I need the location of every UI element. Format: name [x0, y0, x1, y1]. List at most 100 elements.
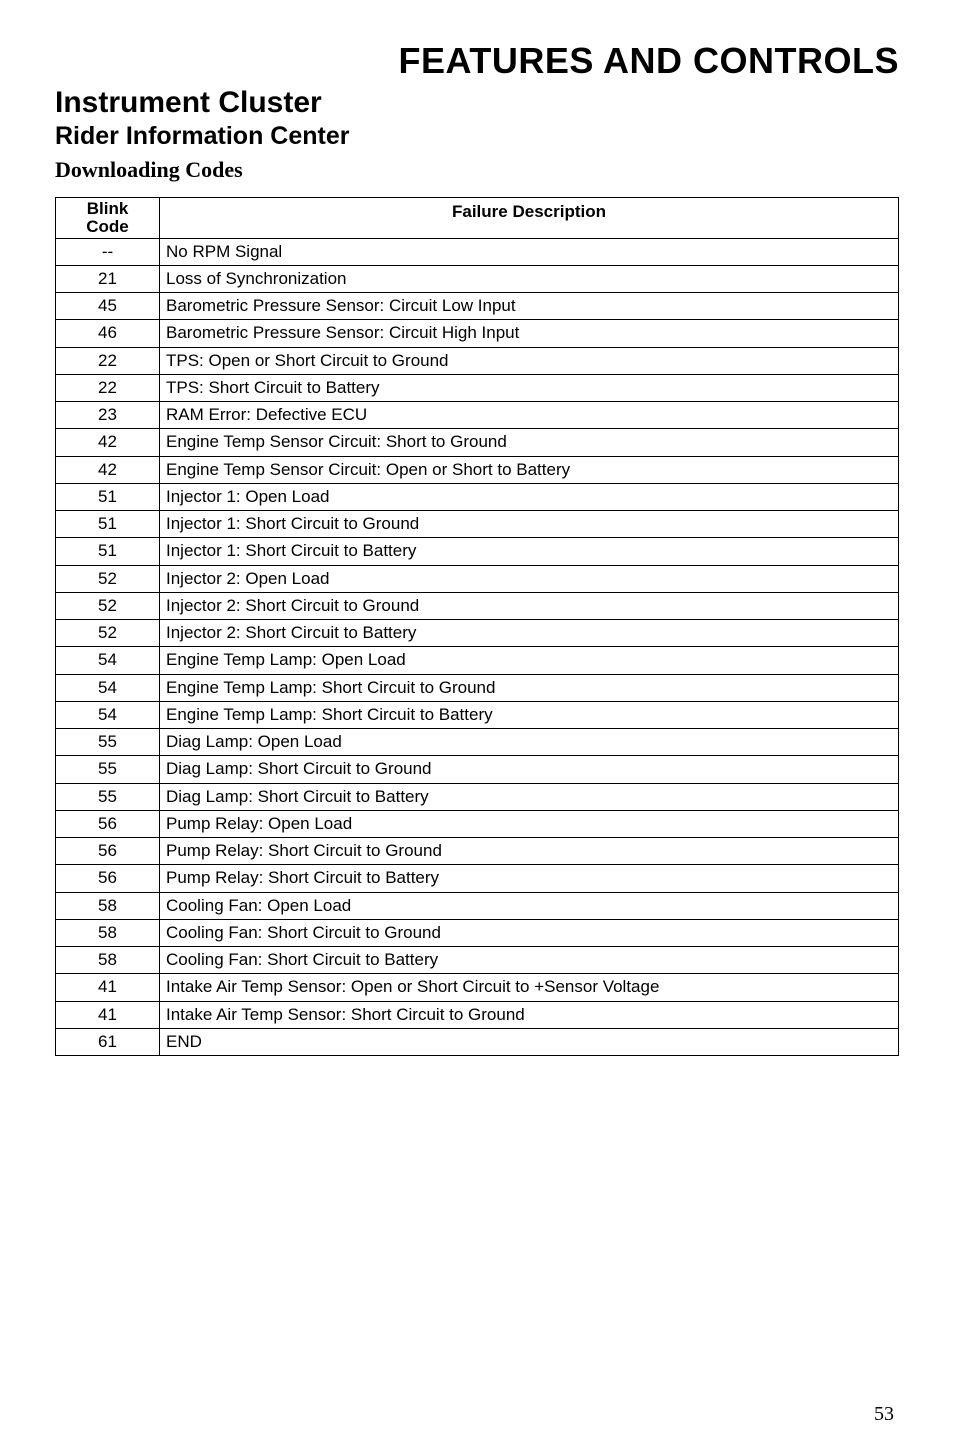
table-row: 52Injector 2: Open Load: [56, 565, 899, 592]
description-cell: Engine Temp Lamp: Short Circuit to Batte…: [160, 701, 899, 728]
table-row: 41Intake Air Temp Sensor: Short Circuit …: [56, 1001, 899, 1028]
table-row: 56Pump Relay: Open Load: [56, 810, 899, 837]
table-row: 52Injector 2: Short Circuit to Battery: [56, 620, 899, 647]
description-cell: Cooling Fan: Short Circuit to Battery: [160, 947, 899, 974]
table-row: 45Barometric Pressure Sensor: Circuit Lo…: [56, 293, 899, 320]
description-cell: Diag Lamp: Short Circuit to Ground: [160, 756, 899, 783]
description-cell: Barometric Pressure Sensor: Circuit High…: [160, 320, 899, 347]
code-cell: 23: [56, 402, 160, 429]
description-cell: Injector 1: Short Circuit to Ground: [160, 511, 899, 538]
table-row: 23RAM Error: Defective ECU: [56, 402, 899, 429]
table-row: 56Pump Relay: Short Circuit to Ground: [56, 838, 899, 865]
description-cell: Pump Relay: Short Circuit to Ground: [160, 838, 899, 865]
table-row: 22TPS: Short Circuit to Battery: [56, 374, 899, 401]
table-row: 52Injector 2: Short Circuit to Ground: [56, 592, 899, 619]
description-cell: Cooling Fan: Open Load: [160, 892, 899, 919]
code-cell: 55: [56, 783, 160, 810]
code-cell: 52: [56, 565, 160, 592]
code-cell: 54: [56, 647, 160, 674]
table-body: --No RPM Signal21Loss of Synchronization…: [56, 238, 899, 1056]
table-row: 55Diag Lamp: Short Circuit to Ground: [56, 756, 899, 783]
section-heading: Instrument Cluster: [55, 86, 899, 120]
code-cell: 56: [56, 838, 160, 865]
description-cell: Injector 2: Short Circuit to Ground: [160, 592, 899, 619]
code-cell: 22: [56, 374, 160, 401]
code-cell: 41: [56, 1001, 160, 1028]
table-row: 51Injector 1: Short Circuit to Battery: [56, 538, 899, 565]
table-row: 56Pump Relay: Short Circuit to Battery: [56, 865, 899, 892]
code-cell: 21: [56, 265, 160, 292]
description-cell: TPS: Short Circuit to Battery: [160, 374, 899, 401]
description-cell: Cooling Fan: Short Circuit to Ground: [160, 919, 899, 946]
code-cell: 55: [56, 729, 160, 756]
document-page: FEATURES AND CONTROLS Instrument Cluster…: [0, 0, 954, 1454]
table-row: 55Diag Lamp: Open Load: [56, 729, 899, 756]
description-cell: Intake Air Temp Sensor: Open or Short Ci…: [160, 974, 899, 1001]
table-row: --No RPM Signal: [56, 238, 899, 265]
code-cell: 52: [56, 620, 160, 647]
code-cell: 51: [56, 511, 160, 538]
description-cell: Pump Relay: Open Load: [160, 810, 899, 837]
description-cell: END: [160, 1028, 899, 1055]
table-row: 46Barometric Pressure Sensor: Circuit Hi…: [56, 320, 899, 347]
sub-heading: Rider Information Center: [55, 122, 899, 151]
description-cell: Injector 1: Open Load: [160, 483, 899, 510]
table-row: 55Diag Lamp: Short Circuit to Battery: [56, 783, 899, 810]
code-cell: 55: [56, 756, 160, 783]
code-cell: 42: [56, 456, 160, 483]
code-cell: 56: [56, 810, 160, 837]
blink-code-table: BlinkCode Failure Description --No RPM S…: [55, 197, 899, 1056]
table-row: 54Engine Temp Lamp: Open Load: [56, 647, 899, 674]
page-number: 53: [874, 1403, 894, 1426]
table-row: 58Cooling Fan: Open Load: [56, 892, 899, 919]
page-title: FEATURES AND CONTROLS: [55, 40, 899, 82]
code-cell: 54: [56, 701, 160, 728]
description-cell: Loss of Synchronization: [160, 265, 899, 292]
table-row: 54Engine Temp Lamp: Short Circuit to Gro…: [56, 674, 899, 701]
description-cell: RAM Error: Defective ECU: [160, 402, 899, 429]
code-cell: 58: [56, 947, 160, 974]
table-row: 58Cooling Fan: Short Circuit to Battery: [56, 947, 899, 974]
code-cell: 22: [56, 347, 160, 374]
table-row: 41Intake Air Temp Sensor: Open or Short …: [56, 974, 899, 1001]
table-row: 51Injector 1: Open Load: [56, 483, 899, 510]
code-cell: 42: [56, 429, 160, 456]
code-cell: 56: [56, 865, 160, 892]
code-cell: 46: [56, 320, 160, 347]
table-header-row: BlinkCode Failure Description: [56, 198, 899, 239]
code-cell: 41: [56, 974, 160, 1001]
description-cell: Engine Temp Lamp: Open Load: [160, 647, 899, 674]
table-row: 58Cooling Fan: Short Circuit to Ground: [56, 919, 899, 946]
code-cell: 61: [56, 1028, 160, 1055]
code-cell: 58: [56, 892, 160, 919]
description-cell: Engine Temp Sensor Circuit: Open or Shor…: [160, 456, 899, 483]
description-cell: Intake Air Temp Sensor: Short Circuit to…: [160, 1001, 899, 1028]
code-cell: 45: [56, 293, 160, 320]
code-cell: 51: [56, 538, 160, 565]
description-cell: Diag Lamp: Open Load: [160, 729, 899, 756]
code-cell: 54: [56, 674, 160, 701]
sub-sub-heading: Downloading Codes: [55, 157, 899, 183]
table-row: 51Injector 1: Short Circuit to Ground: [56, 511, 899, 538]
description-cell: Injector 1: Short Circuit to Battery: [160, 538, 899, 565]
table-row: 54Engine Temp Lamp: Short Circuit to Bat…: [56, 701, 899, 728]
code-cell: 58: [56, 919, 160, 946]
description-cell: TPS: Open or Short Circuit to Ground: [160, 347, 899, 374]
description-cell: Pump Relay: Short Circuit to Battery: [160, 865, 899, 892]
table-row: 42Engine Temp Sensor Circuit: Short to G…: [56, 429, 899, 456]
description-cell: Barometric Pressure Sensor: Circuit Low …: [160, 293, 899, 320]
description-cell: Engine Temp Lamp: Short Circuit to Groun…: [160, 674, 899, 701]
table-row: 21Loss of Synchronization: [56, 265, 899, 292]
col-header-code: BlinkCode: [56, 198, 160, 239]
description-cell: Injector 2: Open Load: [160, 565, 899, 592]
table-row: 61END: [56, 1028, 899, 1055]
table-row: 42Engine Temp Sensor Circuit: Open or Sh…: [56, 456, 899, 483]
description-cell: Diag Lamp: Short Circuit to Battery: [160, 783, 899, 810]
table-row: 22TPS: Open or Short Circuit to Ground: [56, 347, 899, 374]
description-cell: Engine Temp Sensor Circuit: Short to Gro…: [160, 429, 899, 456]
col-header-description: Failure Description: [160, 198, 899, 239]
code-cell: 51: [56, 483, 160, 510]
code-cell: --: [56, 238, 160, 265]
code-cell: 52: [56, 592, 160, 619]
description-cell: No RPM Signal: [160, 238, 899, 265]
